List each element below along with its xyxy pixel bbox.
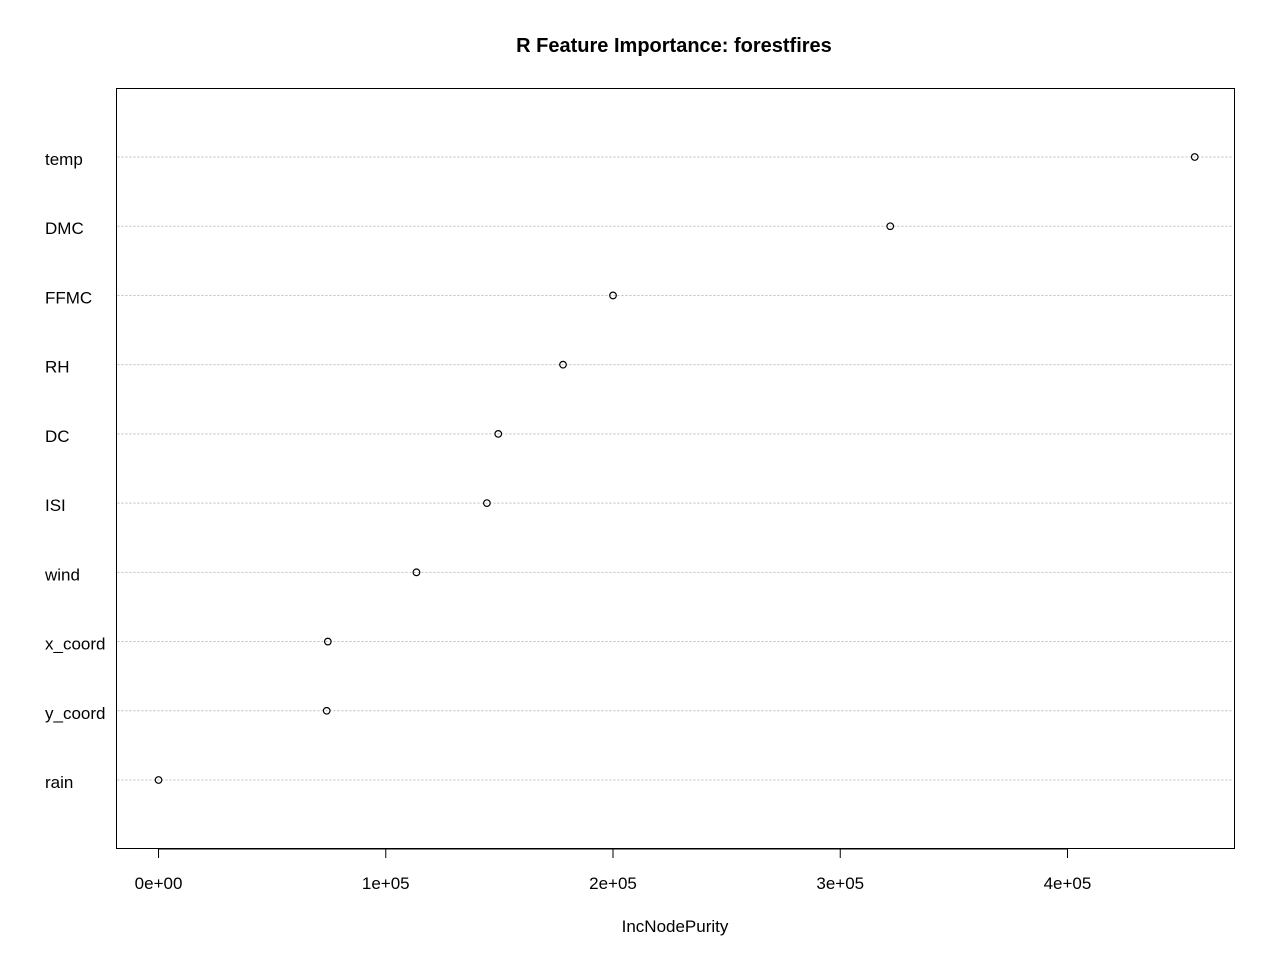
point-x_coord [323, 637, 332, 646]
category-label-temp: temp [45, 150, 83, 169]
point-temp [1190, 153, 1199, 161]
category-label-ISI: ISI [45, 496, 66, 515]
point-DC [494, 429, 503, 438]
data-points [154, 153, 1199, 784]
grid-lines [117, 156, 1234, 781]
x-axis: 0e+00 1e+05 2e+05 3e+05 4e+05 [135, 848, 1092, 893]
point-RH [559, 360, 567, 369]
x-tick-label-4: 4e+05 [1044, 874, 1092, 893]
x-tick-label-1: 1e+05 [362, 874, 410, 893]
point-DMC [886, 222, 895, 231]
point-rain [154, 776, 163, 784]
point-wind [412, 568, 421, 577]
chart-title: R Feature Importance: forestfires [516, 35, 832, 57]
plot-frame [116, 88, 1235, 849]
x-tick-label-3: 3e+05 [816, 874, 864, 893]
point-ISI [482, 499, 491, 508]
category-label-RH: RH [45, 358, 70, 377]
point-y_coord [322, 706, 331, 715]
category-label-rain: rain [45, 773, 73, 792]
category-label-y_coord: y_coord [45, 704, 105, 723]
category-label-DMC: DMC [45, 219, 84, 238]
category-label-wind: wind [44, 565, 80, 584]
x-axis-label: IncNodePurity [622, 917, 729, 936]
x-tick-label-2: 2e+05 [589, 874, 637, 893]
category-label-DC: DC [45, 427, 70, 446]
x-tick-label-0: 0e+00 [135, 874, 183, 893]
category-label-FFMC: FFMC [45, 288, 92, 307]
category-label-x_coord: x_coord [45, 635, 105, 654]
point-FFMC [609, 291, 617, 300]
